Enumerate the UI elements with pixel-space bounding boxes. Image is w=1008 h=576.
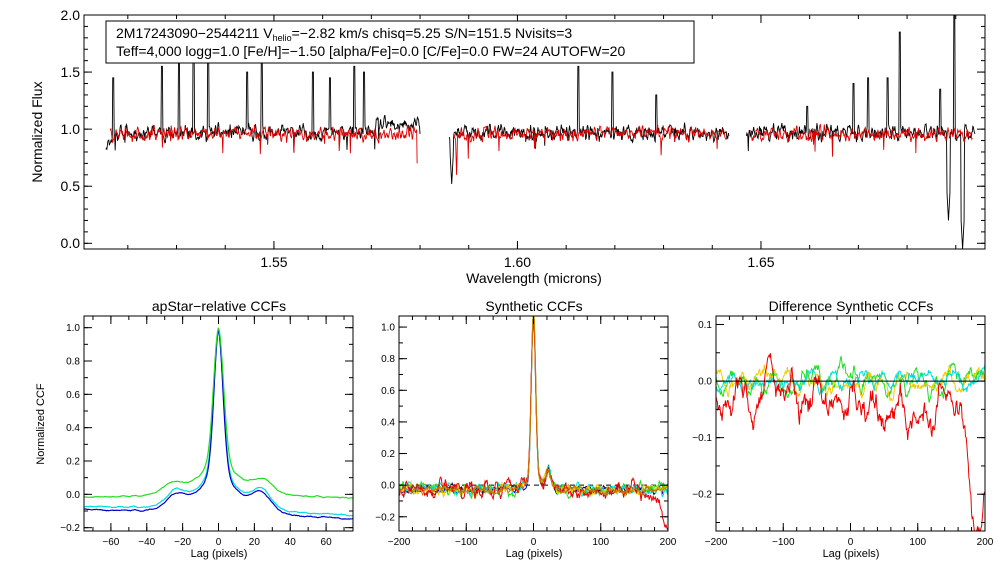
y-tick-label: 1.5 (61, 64, 81, 80)
model-spectrum-line (453, 124, 727, 175)
x-tick-label: −200 (705, 537, 728, 548)
y-tick-label: 1.0 (61, 121, 81, 137)
y-tick-label: 0.4 (66, 423, 80, 434)
y-tick-label: 1.0 (381, 323, 395, 334)
difference-ccf-panel: Difference Synthetic CCFs −200 −100 0 100 20… (692, 298, 994, 560)
x-tick-label: 1.55 (260, 254, 287, 270)
apstar-ccf-title: apStar−relative CCFs (152, 298, 286, 314)
observed-spectrum-line (448, 65, 730, 184)
spectrum-ylabel: Normalized Flux (29, 81, 45, 182)
difference-line-green (715, 355, 986, 403)
difference-ccf-ticks: −200 −100 0 100 200 −0.2 −0.1 0.0 0.1 (692, 316, 994, 548)
x-tick-label: 1.60 (504, 254, 531, 270)
info-box (105, 20, 695, 64)
y-tick-label: 0.0 (61, 235, 81, 251)
spectrum-xlabel: Wavelength (microns) (466, 270, 602, 286)
apstar-ccf-lines (83, 327, 354, 520)
y-tick-label: 0.2 (66, 457, 80, 468)
x-tick-label: 60 (321, 537, 333, 548)
apstar-ccf-xlabel: Lag (pixels) (191, 548, 248, 560)
x-tick-label: 0 (216, 537, 222, 548)
y-tick-label: 0.0 (698, 377, 712, 388)
y-tick-label: −0.2 (60, 523, 80, 534)
y-tick-label: 1.0 (66, 323, 80, 334)
difference-ccf-lines (715, 353, 986, 532)
synthetic-ccf-title: Synthetic CCFs (485, 298, 582, 314)
info-line-1: 2M17243090−2544211 Vhelio=−2.82 km/s chi… (116, 25, 572, 43)
x-tick-label: 0 (848, 537, 854, 548)
spectrum-lines (105, 14, 976, 250)
x-tick-label: 1.65 (747, 254, 774, 270)
y-tick-label: 0.8 (66, 357, 80, 368)
x-tick-label: −100 (455, 537, 478, 548)
difference-ccf-title: Difference Synthetic CCFs (769, 298, 934, 314)
y-tick-label: 0.0 (381, 481, 395, 492)
apstar-ccf-panel: apStar−relative CCFs −60 −40 −20 0 20 40 60 −0.… (35, 298, 354, 560)
x-tick-label: −20 (174, 537, 191, 548)
spectrum-panel: 1.55 1.60 1.65 0.0 0.5 1.0 1.5 2.0 2M17243090−2… (29, 7, 986, 286)
x-tick-label: 200 (977, 537, 994, 548)
y-tick-label: 0.6 (66, 390, 80, 401)
model-spectrum-line (750, 123, 973, 157)
x-tick-label: 0 (531, 537, 537, 548)
y-tick-label: 0.4 (381, 417, 395, 428)
x-tick-label: 100 (909, 537, 926, 548)
synthetic-ccf-ticks: −200 −100 0 100 200 −0.2 0.0 0.2 0.4 0.6 0.8 1.0 (375, 316, 677, 548)
y-tick-label: 0.2 (381, 449, 395, 460)
y-tick-label: −0.2 (375, 512, 395, 523)
x-tick-label: 100 (592, 537, 609, 548)
difference-line-red (715, 353, 986, 532)
synthetic-ccf-panel: Synthetic CCFs −200 −100 0 100 200 −0.2 0.0 0.2… (375, 298, 677, 560)
x-tick-label: −200 (388, 537, 411, 548)
y-tick-label: 0.6 (381, 386, 395, 397)
x-tick-label: −60 (102, 537, 119, 548)
difference-ccf-xlabel: Lag (pixels) (823, 548, 880, 560)
x-tick-label: 40 (285, 537, 297, 548)
info-line-2: Teff=4,000 logg=1.0 [Fe/H]=−1.50 [alpha/… (116, 43, 625, 59)
y-tick-label: 0.0 (66, 490, 80, 501)
synthetic-ccf-xlabel: Lag (pixels) (506, 548, 563, 560)
x-tick-label: −100 (772, 537, 795, 548)
x-tick-label: 20 (249, 537, 261, 548)
y-tick-label: −0.1 (692, 433, 712, 444)
x-tick-label: −40 (138, 537, 155, 548)
y-tick-label: −0.2 (692, 490, 712, 501)
spectrum-ticks: 1.55 1.60 1.65 0.0 0.5 1.0 1.5 2.0 (61, 7, 985, 270)
ccf-line-green (83, 327, 354, 499)
y-tick-label: 2.0 (61, 7, 81, 23)
apstar-ccf-ticks: −60 −40 −20 0 20 40 60 −0.2 0.0 0.2 0.4 0.6 0.8 1.0 (60, 316, 353, 548)
spectrum-frame (83, 14, 986, 250)
y-tick-label: 0.1 (698, 320, 712, 331)
x-tick-label: 200 (660, 537, 677, 548)
model-spectrum-line (109, 124, 418, 164)
y-tick-label: 0.5 (61, 178, 81, 194)
y-tick-label: 0.8 (381, 354, 395, 365)
apstar-ccf-ylabel: Normalized CCF (35, 383, 47, 465)
